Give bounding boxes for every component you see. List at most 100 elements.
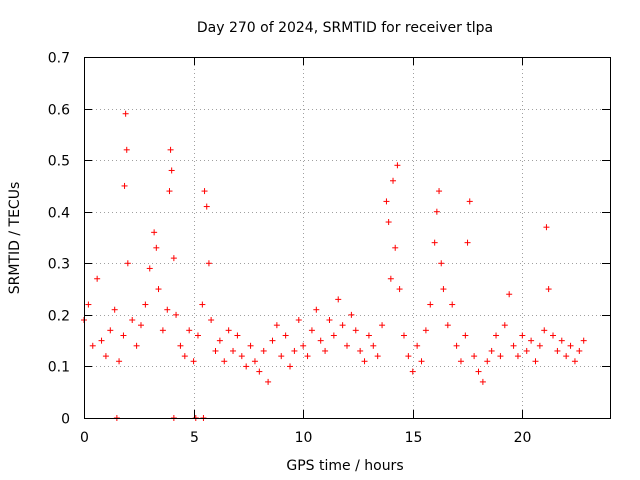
data-point xyxy=(216,337,223,344)
data-point xyxy=(422,327,429,334)
data-point xyxy=(396,286,403,293)
data-point xyxy=(433,208,440,215)
data-point xyxy=(291,347,298,354)
data-point xyxy=(414,342,421,349)
data-point xyxy=(153,244,160,251)
data-point xyxy=(201,188,208,195)
data-point xyxy=(124,260,131,267)
data-point xyxy=(392,244,399,251)
data-point xyxy=(111,306,118,313)
data-point xyxy=(554,347,561,354)
data-point xyxy=(212,347,219,354)
data-point xyxy=(449,301,456,308)
data-point xyxy=(379,322,386,329)
data-point xyxy=(543,224,550,231)
data-point xyxy=(164,306,171,313)
data-point xyxy=(107,327,114,334)
data-point xyxy=(102,353,109,360)
data-point xyxy=(427,301,434,308)
data-point xyxy=(225,327,232,334)
data-point xyxy=(444,322,451,329)
data-point xyxy=(440,286,447,293)
data-point xyxy=(194,332,201,339)
data-point xyxy=(497,353,504,360)
data-point xyxy=(558,337,565,344)
data-point xyxy=(313,306,320,313)
data-point xyxy=(269,337,276,344)
data-point xyxy=(85,301,92,308)
data-point xyxy=(394,162,401,169)
data-point xyxy=(308,327,315,334)
data-point xyxy=(348,311,355,318)
data-point xyxy=(383,198,390,205)
data-point xyxy=(436,188,443,195)
data-point xyxy=(453,342,460,349)
data-point xyxy=(265,378,272,385)
data-point xyxy=(571,358,578,365)
data-point xyxy=(405,353,412,360)
data-point xyxy=(488,347,495,354)
data-point xyxy=(528,337,535,344)
data-point xyxy=(282,332,289,339)
x-tick-label: 10 xyxy=(295,430,313,446)
x-axis-label: GPS time / hours xyxy=(286,458,403,474)
data-point xyxy=(390,177,397,184)
data-point xyxy=(151,229,158,236)
data-point xyxy=(438,260,445,267)
data-point xyxy=(374,353,381,360)
data-point xyxy=(133,342,140,349)
y-tick-label: 0.4 xyxy=(48,206,70,222)
data-point xyxy=(464,239,471,246)
data-point xyxy=(475,368,482,375)
data-point xyxy=(317,337,324,344)
chart-title: Day 270 of 2024, SRMTID for receiver tlp… xyxy=(197,20,493,36)
y-tick-label: 0.5 xyxy=(48,154,70,170)
y-tick-label: 0 xyxy=(61,412,70,428)
y-tick-label: 0.2 xyxy=(48,309,70,325)
y-tick-label: 0.6 xyxy=(48,103,70,119)
data-point xyxy=(146,265,153,272)
data-point xyxy=(123,146,130,153)
data-point xyxy=(247,342,254,349)
data-point xyxy=(256,368,263,375)
data-point xyxy=(479,378,486,385)
data-point xyxy=(322,347,329,354)
data-point xyxy=(199,301,206,308)
data-point xyxy=(98,337,105,344)
data-point xyxy=(304,353,311,360)
data-point xyxy=(159,327,166,334)
x-tick-label: 20 xyxy=(514,430,532,446)
data-point xyxy=(186,327,193,334)
data-point xyxy=(466,198,473,205)
data-point xyxy=(89,342,96,349)
data-point xyxy=(205,260,212,267)
data-point xyxy=(370,342,377,349)
data-point xyxy=(230,347,237,354)
data-point xyxy=(181,353,188,360)
data-point xyxy=(365,332,372,339)
data-point xyxy=(352,327,359,334)
data-point xyxy=(385,219,392,226)
x-tick-labels: 0 5 10 15 20 xyxy=(80,430,531,446)
data-point xyxy=(545,286,552,293)
data-point xyxy=(514,353,521,360)
data-point xyxy=(278,353,285,360)
data-point xyxy=(167,146,174,153)
data-point xyxy=(300,342,307,349)
data-point xyxy=(287,363,294,370)
data-point xyxy=(251,358,258,365)
data-point xyxy=(243,363,250,370)
data-point xyxy=(541,327,548,334)
data-point xyxy=(493,332,500,339)
x-tick-label: 5 xyxy=(190,430,199,446)
data-point xyxy=(122,110,129,117)
data-point xyxy=(532,358,539,365)
y-tick-label: 0.1 xyxy=(48,360,70,376)
data-point xyxy=(121,182,128,189)
data-point xyxy=(501,322,508,329)
data-point xyxy=(400,332,407,339)
data-point xyxy=(295,317,302,324)
axis-ticks xyxy=(84,57,610,419)
data-point xyxy=(339,322,346,329)
y-tick-label: 0.7 xyxy=(48,51,70,67)
